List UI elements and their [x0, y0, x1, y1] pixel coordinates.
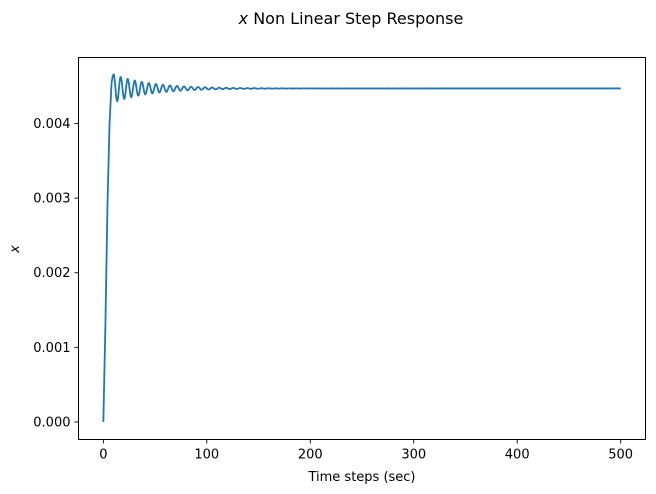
y-tick-label: 0.000: [33, 415, 70, 430]
x-tick-label: 400: [505, 448, 530, 463]
chart-title-text: Non Linear Step Response: [248, 9, 463, 28]
y-axis-label: x: [8, 245, 23, 254]
x-axis: 0 100 200 300 400 500: [99, 439, 633, 463]
x-tick-label: 300: [401, 448, 426, 463]
chart-title: x Non Linear Step Response: [238, 9, 464, 28]
y-tick-label: 0.003: [33, 192, 70, 207]
y-axis: 0.000 0.001 0.002 0.003 0.004: [33, 117, 79, 430]
plot-area: [102, 73, 622, 422]
y-tick-label: 0.004: [33, 117, 70, 132]
plot-frame: [78, 57, 646, 440]
x-tick-label: 100: [194, 448, 219, 463]
y-tick-label: 0.002: [33, 266, 70, 281]
x-tick-label: 500: [608, 448, 633, 463]
y-tick-label: 0.001: [33, 341, 70, 356]
chart-title-variable: x: [238, 9, 249, 28]
x-tick-label: 200: [298, 448, 323, 463]
series-line: [102, 73, 622, 422]
x-axis-label: Time steps (sec): [307, 470, 415, 485]
x-tick-label: 0: [99, 448, 107, 463]
